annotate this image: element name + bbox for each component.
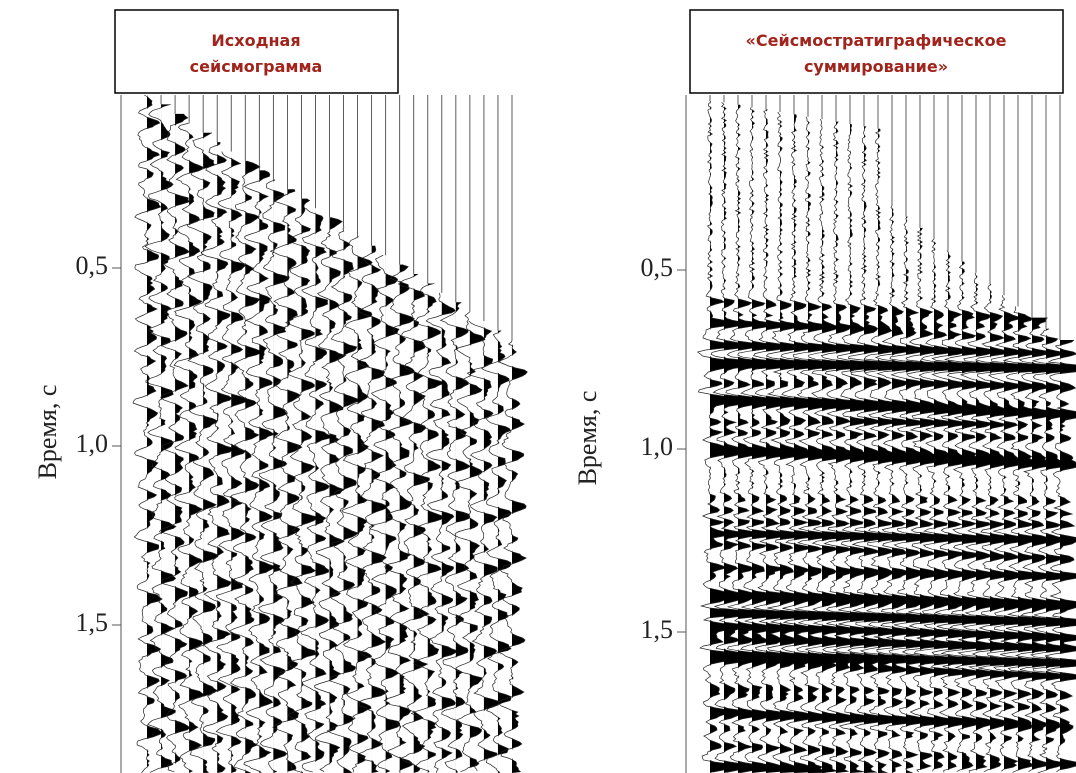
y-axis-label: Время, с xyxy=(573,391,602,486)
y-tick-label: 1,5 xyxy=(76,608,109,637)
panel-title: сейсмограмма xyxy=(190,57,323,76)
figure: Исходная сейсмограмма 0,5 1,0 1,5 Время,… xyxy=(0,0,1076,773)
panel-title: «Сейсмостратиграфическое xyxy=(746,31,1007,50)
panel-title: суммирование» xyxy=(804,57,948,76)
title-box xyxy=(690,10,1063,93)
y-axis-label: Время, с xyxy=(33,385,62,480)
y-tick-label: 1,0 xyxy=(76,429,109,458)
y-tick-label: 0,5 xyxy=(76,251,109,280)
y-tick-label: 1,0 xyxy=(641,432,674,461)
y-tick-label: 1,5 xyxy=(641,615,674,644)
panel-title: Исходная xyxy=(211,31,300,50)
title-box xyxy=(115,10,398,93)
y-tick-label: 0,5 xyxy=(641,253,674,282)
